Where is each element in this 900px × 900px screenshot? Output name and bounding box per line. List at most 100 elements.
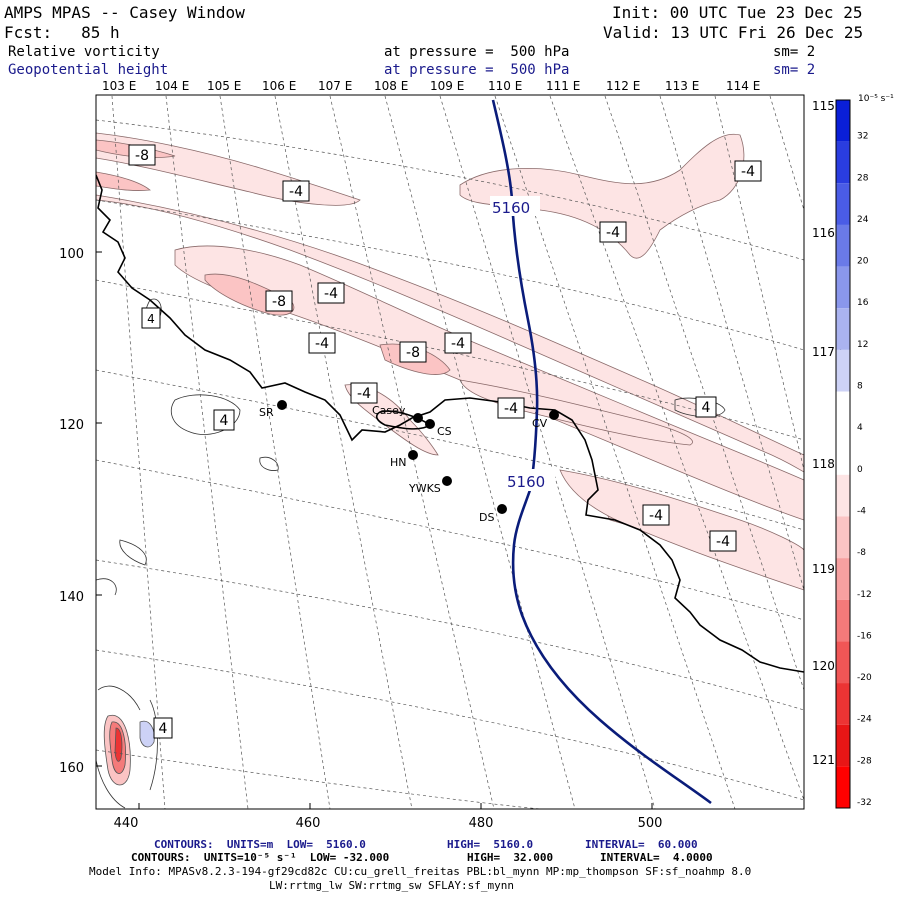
vort-label: -4 <box>308 332 336 354</box>
height-label: 5160 <box>507 473 545 491</box>
vort-label: 4 <box>153 717 173 739</box>
lon-label: 105 E <box>207 79 241 93</box>
svg-text:-4: -4 <box>606 225 620 241</box>
vort-label: -4 <box>709 530 737 552</box>
lon-label: 109 E <box>430 79 464 93</box>
colorbar-tick-label: -20 <box>857 673 872 683</box>
station-label: HN <box>390 456 407 469</box>
field2-level: at pressure = 500 hPa <box>384 62 570 78</box>
lon-label: 107 E <box>318 79 352 93</box>
y-tick-label: 120 <box>59 418 84 433</box>
station-marker[interactable] <box>497 504 507 514</box>
station-label: YWKS <box>408 482 441 495</box>
colorbar-tick-label: -32 <box>857 798 872 808</box>
vort-label: -4 <box>642 504 670 526</box>
height-label: 5160 <box>492 199 530 217</box>
svg-text:4: 4 <box>702 400 711 416</box>
vort-label: -8 <box>265 290 293 312</box>
vort-label: -4 <box>734 160 762 182</box>
svg-text:-8: -8 <box>272 294 286 310</box>
colorbar-frame <box>835 99 851 809</box>
footer-model-physics: LW:rrtmg_lw SW:rrtmg_sw SFLAY:sf_mynn <box>269 879 515 892</box>
y-tick-label: 140 <box>59 590 84 605</box>
colorbar-swatch <box>836 433 850 475</box>
height-labels: 5160 5160 <box>490 196 555 491</box>
colorbar-tick-label: 8 <box>857 382 863 392</box>
x-tick-label: 480 <box>469 816 494 831</box>
colorbar-units: 10⁻⁵ s⁻¹ <box>858 94 894 104</box>
colorbar-tick-label: 32 <box>857 132 868 142</box>
footer-height-low: CONTOURS: UNITS=m LOW= 5160.0 <box>154 838 366 851</box>
colorbar-swatch <box>836 724 850 767</box>
vort-label: 4 <box>213 409 235 431</box>
svg-text:-4: -4 <box>504 401 518 417</box>
svg-text:-4: -4 <box>716 534 730 550</box>
footer-height-high: HIGH= 5160.0 <box>447 838 534 851</box>
svg-text:-4: -4 <box>741 164 755 180</box>
station-marker[interactable] <box>408 450 418 460</box>
station-marker[interactable] <box>413 413 423 423</box>
station-label: SR <box>259 406 274 419</box>
colorbar-tick-label: -16 <box>857 631 872 641</box>
field1-smoothing: sm= 2 <box>773 44 816 60</box>
graticule <box>96 95 804 809</box>
y-tick-label: 160 <box>59 761 84 776</box>
svg-text:-4: -4 <box>324 286 338 302</box>
colorbar-tick-label: 0 <box>857 465 863 475</box>
colorbar-swatch <box>836 308 850 350</box>
top-longitude-labels: 103 E 104 E 105 E 106 E 107 E 108 E 109 … <box>102 79 760 93</box>
lon-label: 108 E <box>374 79 408 93</box>
lon-label: 111 E <box>546 79 580 93</box>
vort-label: -4 <box>444 332 472 354</box>
vort-label: -4 <box>497 397 525 419</box>
svg-text:-4: -4 <box>357 386 371 402</box>
station-marker[interactable] <box>549 410 559 420</box>
colorbar-tick-label: 28 <box>857 173 869 183</box>
colorbar-swatch <box>836 683 850 725</box>
lon-label: 110 E <box>488 79 522 93</box>
lon-label: 112 E <box>606 79 640 93</box>
vort-label: -4 <box>317 282 345 304</box>
colorbar-tick-label: -8 <box>857 548 866 558</box>
svg-text:-4: -4 <box>451 336 465 352</box>
station-marker[interactable] <box>425 419 435 429</box>
vort-label: -4 <box>599 221 627 243</box>
station-label: CS <box>437 425 452 438</box>
lon-label: 114 E <box>726 79 760 93</box>
x-tick-label: 440 <box>114 816 139 831</box>
vort-label: 4 <box>141 307 161 329</box>
colorbar-swatch <box>836 474 850 517</box>
colorbar-tick-label: -12 <box>857 590 872 600</box>
colorbar-swatch <box>836 391 850 434</box>
vort-label: 4 <box>695 396 717 418</box>
svg-text:4: 4 <box>220 413 229 429</box>
svg-text:-8: -8 <box>406 345 420 361</box>
colorbar-swatch <box>836 599 850 642</box>
vorticity-shading <box>96 132 804 591</box>
station-marker[interactable] <box>277 400 287 410</box>
svg-text:-4: -4 <box>289 184 303 200</box>
lon-label: 106 E <box>262 79 296 93</box>
field1-level: at pressure = 500 hPa <box>384 44 570 60</box>
valid-time: Valid: 13 UTC Fri 26 Dec 25 <box>603 23 864 42</box>
colorbar-tick-label: 20 <box>857 257 869 267</box>
footer-vort-interval: INTERVAL= 4.0000 <box>600 851 713 864</box>
colorbar-swatch <box>836 641 850 684</box>
station-marker[interactable] <box>442 476 452 486</box>
vorticity-labels: -8 -4 -4 -8 -4 -4 -8 -4 -4 -4 4 4 -4 -4 … <box>128 144 762 739</box>
vort-label: -4 <box>282 180 310 202</box>
colorbar-swatch <box>836 266 850 309</box>
colorbar-tick-label: 16 <box>857 298 869 308</box>
vort-label: -4 <box>350 382 378 404</box>
map-title: AMPS MPAS -- Casey Window <box>4 3 245 22</box>
field2-smoothing: sm= 2 <box>773 62 816 78</box>
y-axis-ticks <box>96 251 653 809</box>
colorbar-swatch <box>836 100 850 142</box>
vort-label: -8 <box>399 341 427 363</box>
init-time: Init: 00 UTC Tue 23 Dec 25 <box>612 3 863 22</box>
stations: SR Casey CS HN YWKS DS CV <box>259 400 559 524</box>
colorbar-tick-label: 12 <box>857 340 868 350</box>
colorbar: 32 28 24 20 16 12 8 4 0 -4 -8 -12 -16 -20 -24 -28 -32 <box>835 99 872 809</box>
colorbar-swatch <box>836 766 850 808</box>
